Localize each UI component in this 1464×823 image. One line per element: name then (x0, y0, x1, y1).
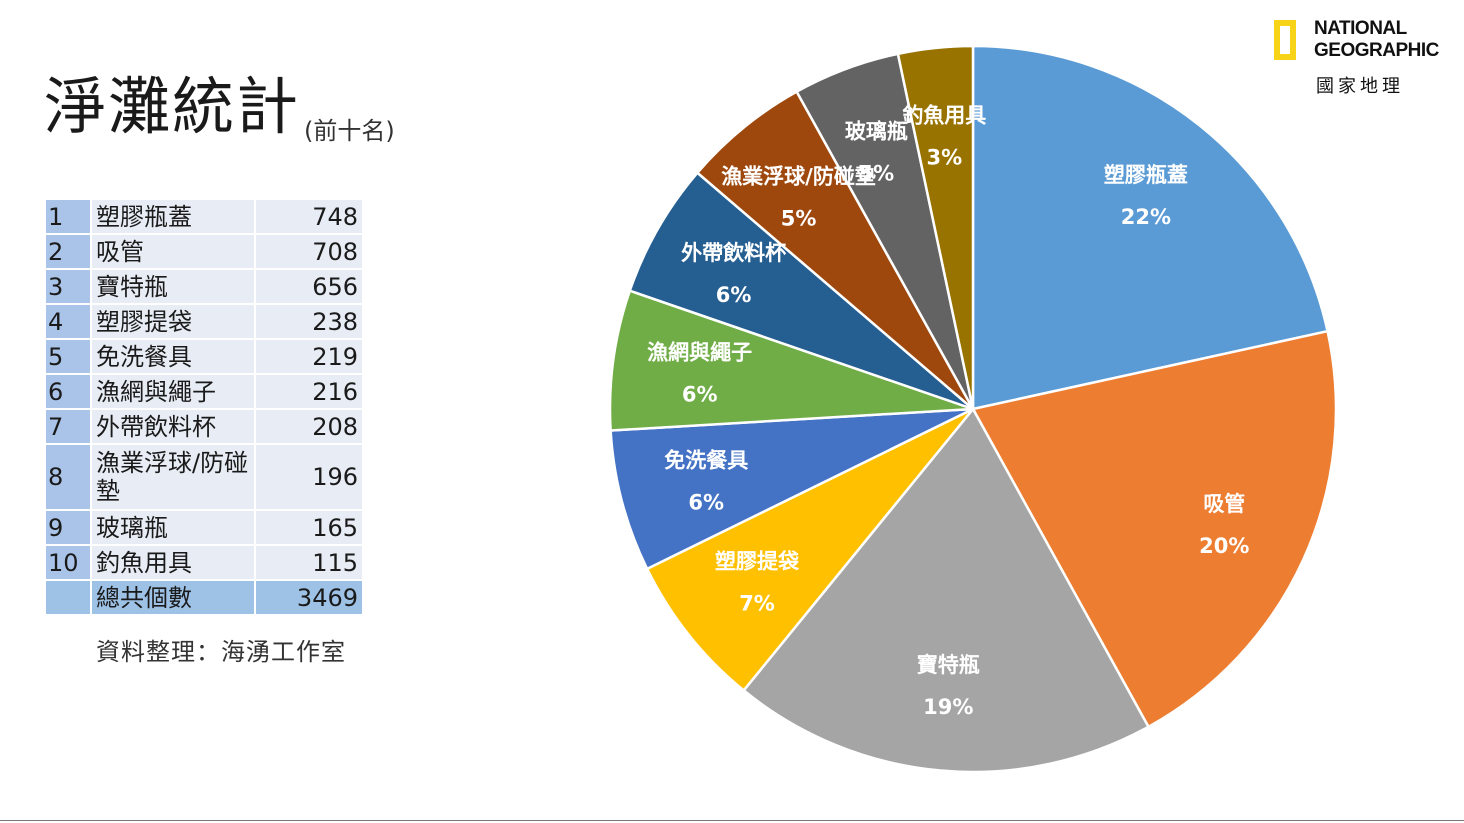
divider (0, 820, 1464, 821)
table-cell-rank: 5 (44, 338, 92, 375)
pie-slice (645, 407, 974, 693)
national-geographic-logo: NATIONAL GEOGRAPHIC 國家地理 (1274, 18, 1450, 98)
table-cell-item: 塑膠提袋 (90, 303, 256, 340)
table-cell-count: 238 (254, 303, 364, 340)
slice-category-label: 釣魚用具 (902, 104, 986, 128)
yellow-frame-icon (1274, 20, 1296, 60)
table-cell-rank: 1 (44, 198, 92, 235)
total-label: 總共個數 (90, 579, 256, 616)
table-row: 8 漁業浮球/防碰墊 196 (44, 443, 364, 511)
slice-percent-label: 6% (682, 383, 718, 407)
slice-category-label: 塑膠瓶蓋 (1104, 163, 1188, 187)
table-cell-count: 708 (254, 233, 364, 270)
table-row: 1 塑膠瓶蓋 748 (44, 198, 364, 235)
logo-chinese: 國家地理 (1316, 76, 1404, 97)
page-title: 淨灘統計 (前十名) (44, 56, 395, 146)
slice-percent-label: 22% (1121, 205, 1171, 229)
pie-slices (608, 44, 1338, 774)
table-cell-item: 免洗餐具 (90, 338, 256, 375)
pie-slice (896, 44, 975, 410)
pie-slice (971, 44, 1330, 411)
title-main: 淨灘統計 (44, 70, 301, 143)
table-cell-count: 165 (254, 509, 364, 546)
slice-category-label: 吸管 (1203, 492, 1245, 516)
table-cell-rank: 3 (44, 268, 92, 305)
title-subtitle: (前十名) (304, 117, 395, 145)
table-cell-item: 玻璃瓶 (90, 509, 256, 546)
table-cell-rank: 7 (44, 408, 92, 445)
source-note: 資料整理：海湧工作室 (96, 638, 346, 666)
table-cell-rank: 10 (44, 544, 92, 581)
logo-wordmark: NATIONAL GEOGRAPHIC (1314, 18, 1439, 61)
slice-category-label: 寶特瓶 (917, 653, 980, 677)
table-cell-count: 208 (254, 408, 364, 445)
total-value: 3469 (254, 579, 364, 616)
table-cell-rank: 4 (44, 303, 92, 340)
table-cell-count: 748 (254, 198, 364, 235)
table-cell-rank: 6 (44, 373, 92, 410)
table-cell-item: 漁網與繩子 (90, 373, 256, 410)
slice-category-label: 免洗餐具 (664, 448, 748, 472)
slice-category-label: 玻璃瓶 (845, 120, 908, 144)
slice-category-label: 漁網與繩子 (647, 341, 752, 365)
table-cell-rank: 2 (44, 233, 92, 270)
slice-percent-label: 3% (926, 146, 962, 170)
slice-percent-label: 20% (1199, 534, 1249, 558)
slice-percent-label: 19% (923, 695, 973, 719)
table-cell-rank: 9 (44, 509, 92, 546)
pie-labels: 塑膠瓶蓋 22% 吸管 20% 寶特瓶 19% 塑膠提袋 7% 免洗餐具 6% 漁網與繩子 6% 外帶飲… (647, 104, 1249, 719)
pie-slice (609, 407, 974, 571)
table-cell-item: 漁業浮球/防碰墊 (90, 443, 256, 511)
table-cell-item: 釣魚用具 (90, 544, 256, 581)
slice-category-label: 漁業浮球/防碰墊 (721, 164, 876, 188)
table-cell-item: 吸管 (90, 233, 256, 270)
table-row: 10 釣魚用具 115 (44, 544, 364, 581)
pie-slice (628, 170, 974, 411)
table-row: 6 漁網與繩子 216 (44, 373, 364, 410)
pie-slice (608, 289, 974, 432)
table-row: 9 玻璃瓶 165 (44, 509, 364, 546)
table-cell-item: 塑膠瓶蓋 (90, 198, 256, 235)
table-cell-count: 656 (254, 268, 364, 305)
slice-category-label: 外帶飲料杯 (681, 241, 786, 265)
table-row: 7 外帶飲料杯 208 (44, 408, 364, 445)
table-cell-rank: 8 (44, 443, 92, 511)
table-cell-count: 115 (254, 544, 364, 581)
slice-percent-label: 6% (688, 490, 724, 514)
slice-category-label: 塑膠提袋 (715, 550, 800, 574)
pie-slice (695, 89, 975, 410)
table-cell-item: 外帶飲料杯 (90, 408, 256, 445)
table-row: 4 塑膠提袋 238 (44, 303, 364, 340)
slice-percent-label: 7% (739, 592, 775, 616)
table-total-row: 總共個數 3469 (44, 579, 364, 616)
table-cell-count: 216 (254, 373, 364, 410)
table-cell-count: 196 (254, 443, 364, 511)
stats-table: 1 塑膠瓶蓋 748 2 吸管 708 3 寶特瓶 656 4 塑膠提袋 238 5 免洗餐具 219 6 漁網… (44, 198, 364, 616)
slice-percent-label: 6% (716, 283, 752, 307)
pie-slice (971, 329, 1338, 729)
table-cell-rank (44, 579, 92, 616)
slice-percent-label: 5% (859, 162, 895, 186)
pie-slice (741, 406, 1151, 774)
table-cell-item: 寶特瓶 (90, 268, 256, 305)
table-cell-count: 219 (254, 338, 364, 375)
table-row: 5 免洗餐具 219 (44, 338, 364, 375)
slice-percent-label: 5% (781, 206, 817, 230)
table-row: 3 寶特瓶 656 (44, 268, 364, 305)
table-row: 2 吸管 708 (44, 233, 364, 270)
